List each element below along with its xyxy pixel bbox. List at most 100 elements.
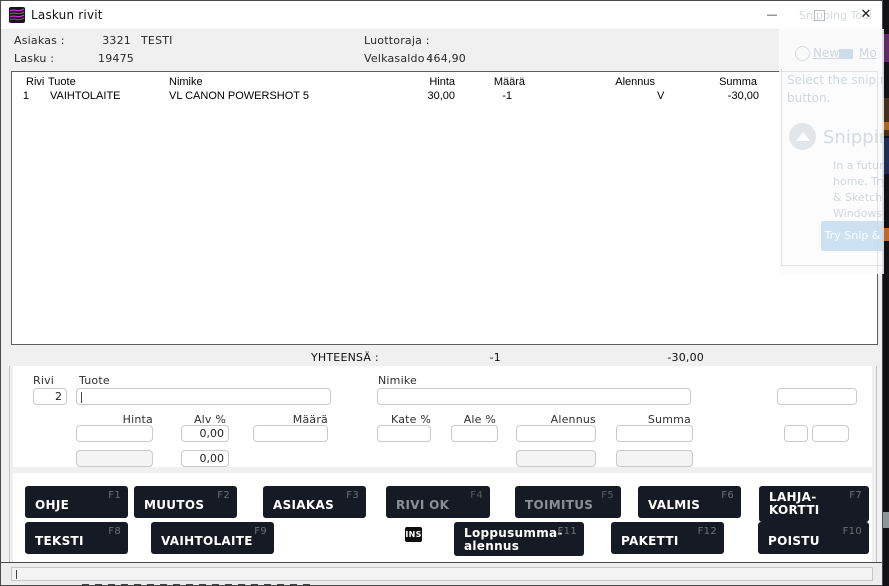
- muutos-button[interactable]: MUUTOS F2: [134, 486, 237, 518]
- desktop-edge: [883, 0, 889, 586]
- desktop-color-segment: [883, 98, 889, 136]
- close-button[interactable]: ✕: [860, 7, 872, 22]
- teksti-button-fkey: F8: [108, 526, 121, 537]
- paketti-button-label: PAKETTI: [621, 533, 679, 548]
- loppusumma-alennus-button-label: Loppusumma- alennus: [464, 526, 563, 554]
- alennus-field-2: [516, 450, 596, 467]
- kate-label: Kate %: [391, 413, 431, 426]
- summa-field[interactable]: [616, 425, 693, 442]
- app-logo-icon: [9, 7, 25, 23]
- function-buttons-panel: OHJE F1 MUUTOS F2 ASIAKAS F3 RIVI OK F4 …: [13, 473, 872, 562]
- lasku-value: 19475: [98, 52, 134, 65]
- status-input[interactable]: [11, 567, 873, 581]
- tuote-field[interactable]: [76, 388, 331, 405]
- ale-field[interactable]: [451, 425, 498, 442]
- col-header-alennus: Alennus: [615, 76, 655, 88]
- lasku-label: Lasku :: [14, 52, 55, 65]
- alennus-label: Alennus: [550, 413, 596, 426]
- paketti-button[interactable]: PAKETTI F12: [611, 522, 724, 554]
- poistu-button[interactable]: POISTU F10: [758, 522, 869, 554]
- teksti-button[interactable]: TEKSTI F8: [25, 522, 128, 554]
- row-maara: -1: [502, 90, 512, 102]
- totals-label: YHTEENSÄ :: [311, 351, 379, 364]
- row-alennus: V: [657, 90, 665, 102]
- tuote-label: Tuote: [79, 374, 110, 387]
- row-edit-panel: Rivi Tuote Nimike 2 Hinta Alv % Määrä Ka…: [13, 366, 872, 467]
- extra-field-small-2[interactable]: [812, 425, 849, 442]
- rivi-ok-button-fkey: F4: [470, 490, 483, 501]
- col-header-tuote: Tuote: [48, 76, 76, 88]
- asiakas-button-label: ASIAKAS: [273, 497, 335, 512]
- maara-label: Määrä: [292, 413, 328, 426]
- row-summa: -30,00: [727, 90, 759, 102]
- summa-label: Summa: [647, 413, 691, 426]
- status-caret: [16, 570, 17, 579]
- rivi-ok-button-label: RIVI OK: [396, 497, 450, 512]
- laskun-rivit-window: Laskun rivit Snipping Tool — ✕ Asiakas :…: [0, 0, 884, 563]
- row-hinta: 30,00: [427, 90, 455, 102]
- maximize-icon: [813, 9, 825, 21]
- ohje-button[interactable]: OHJE F1: [25, 486, 128, 518]
- rivi-field[interactable]: 2: [33, 388, 67, 405]
- kate-field[interactable]: [377, 425, 431, 442]
- asiakas-button[interactable]: ASIAKAS F3: [263, 486, 366, 518]
- title-bar: Laskun rivit Snipping Tool — ✕: [1, 1, 882, 30]
- totals-row: YHTEENSÄ : -1 -30,00: [1, 345, 884, 366]
- desktop-color-segment: [883, 228, 889, 241]
- ale-label: Ale %: [463, 413, 496, 426]
- alennus-field[interactable]: [516, 425, 596, 442]
- teksti-button-label: TEKSTI: [35, 533, 84, 548]
- minimize-button[interactable]: —: [766, 8, 778, 21]
- ohje-button-label: OHJE: [35, 497, 70, 512]
- text-caret: [81, 391, 82, 403]
- asiakas-label: Asiakas :: [14, 34, 65, 47]
- poistu-button-fkey: F10: [842, 526, 862, 537]
- asiakas-value: 3321: [102, 34, 131, 47]
- hinta-field[interactable]: [76, 425, 153, 442]
- nimike-field[interactable]: [377, 388, 691, 405]
- row-nimike: VL CANON POWERSHOT 5: [169, 90, 309, 102]
- ghost-mode-icon: [839, 49, 853, 59]
- hinta-field-2: [76, 450, 153, 467]
- toimitus-button[interactable]: TOIMITUS F5: [515, 486, 621, 518]
- luottoraja-label: Luottoraja :: [364, 34, 430, 47]
- extra-field-small-1[interactable]: [784, 425, 808, 442]
- ins-badge: INS: [405, 527, 422, 542]
- extra-field-top[interactable]: [777, 388, 857, 405]
- maximize-button[interactable]: [804, 1, 834, 29]
- col-header-hinta: Hinta: [429, 76, 455, 88]
- lahjakortti-button-label: LAHJA- KORTTI: [769, 490, 820, 518]
- rivi-ok-button[interactable]: RIVI OK F4: [386, 486, 490, 518]
- alv-field-2[interactable]: 0,00: [181, 450, 229, 467]
- poistu-button-label: POISTU: [768, 533, 820, 548]
- lahjakortti-button[interactable]: LAHJA- KORTTI F7: [759, 486, 869, 522]
- muutos-button-fkey: F2: [217, 490, 230, 501]
- nimike-label: Nimike: [378, 374, 418, 387]
- lahjakortti-button-fkey: F7: [849, 490, 862, 501]
- alv-field[interactable]: 0,00: [181, 425, 229, 442]
- totals-maara: -1: [489, 351, 501, 364]
- hinta-label: Hinta: [122, 413, 153, 426]
- maara-field[interactable]: [253, 425, 328, 442]
- asiakas-button-fkey: F3: [346, 490, 359, 501]
- status-bar: [0, 563, 883, 586]
- col-header-maara: Määrä: [493, 76, 525, 88]
- rivi-label: Rivi: [33, 374, 55, 387]
- valmis-button[interactable]: VALMIS F6: [638, 486, 741, 518]
- toimitus-button-label: TOIMITUS: [525, 497, 594, 512]
- valmis-button-label: VALMIS: [648, 497, 701, 512]
- left-groove: [9, 366, 10, 562]
- vaihtolaite-button-fkey: F9: [254, 526, 267, 537]
- col-header-rivi: Rivi: [26, 76, 45, 88]
- alv-label: Alv %: [193, 413, 226, 426]
- paketti-button-fkey: F12: [697, 526, 717, 537]
- ohje-button-fkey: F1: [108, 490, 121, 501]
- desktop-color-segment: [883, 512, 889, 528]
- loppusumma-alennus-button[interactable]: Loppusumma- alennus F11: [454, 522, 584, 556]
- window-title: Laskun rivit: [31, 8, 103, 22]
- totals-summa: -30,00: [667, 351, 704, 364]
- vaihtolaite-button[interactable]: VAIHTOLAITE F9: [151, 522, 274, 554]
- velkasaldo-label: Velkasaldo :: [364, 52, 433, 65]
- desktop-color-segment: [883, 122, 889, 130]
- desktop-color-segment: [883, 34, 889, 62]
